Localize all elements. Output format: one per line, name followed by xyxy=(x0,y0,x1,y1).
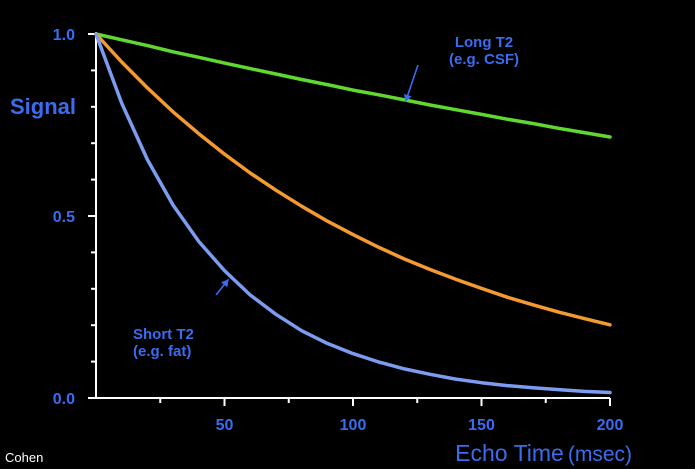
series-line-1 xyxy=(94,32,612,139)
series-lines xyxy=(94,32,612,395)
x-axis-label-main: Echo Time xyxy=(455,440,564,466)
x-axis-label-unit: (msec) xyxy=(568,443,632,466)
y-tick-label: 0.5 xyxy=(53,209,75,226)
series-line-2 xyxy=(94,32,612,327)
axis-labels: Signal Echo Time (msec) xyxy=(10,94,632,466)
annotation-arrowhead-short-t2 xyxy=(221,279,229,288)
annotation-long-t2: Long T2 (e.g. CSF) xyxy=(449,34,519,68)
annotation-arrowhead-long-t2 xyxy=(403,93,412,102)
annotation-line: Long T2 xyxy=(455,34,513,51)
x-tick-label: 100 xyxy=(340,417,367,434)
annotation-line: (e.g. CSF) xyxy=(449,51,519,68)
axes: 0.0 0.5 1.0 50 100 150 200 xyxy=(53,27,624,434)
credit-text: Cohen xyxy=(5,450,43,465)
x-tick-label: 150 xyxy=(468,417,495,434)
annotation-short-t2: Short T2 (e.g. fat) xyxy=(133,326,194,360)
x-tick-label: 200 xyxy=(597,417,624,434)
annotation-line: Short T2 xyxy=(133,326,194,343)
x-axis-label: Echo Time (msec) xyxy=(455,440,632,466)
y-axis-label: Signal xyxy=(10,94,76,119)
y-tick-label: 0.0 xyxy=(53,391,75,408)
y-tick-label: 1.0 xyxy=(53,27,75,44)
annotation-line: (e.g. fat) xyxy=(133,343,191,360)
x-tick-label: 50 xyxy=(216,417,234,434)
annotations: Long T2 (e.g. CSF) Short T2 (e.g. fat) xyxy=(133,34,519,360)
series-line-3 xyxy=(94,32,612,395)
